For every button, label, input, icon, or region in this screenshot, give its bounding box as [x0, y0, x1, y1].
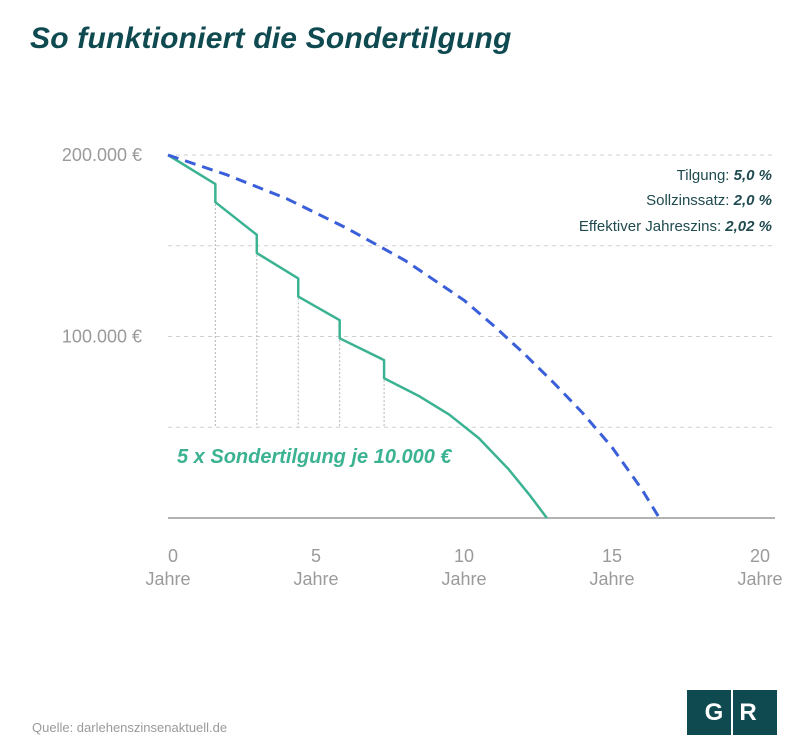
y-tick-label: 200.000 € — [62, 145, 142, 165]
sollzins-annotation: Sollzinssatz: 2,0 % — [646, 192, 772, 209]
y-tick-layer: 100.000 € 200.000 € — [62, 145, 142, 347]
series-layer — [167, 153, 661, 519]
x-tick-label: 0 — [168, 546, 178, 566]
x-unit-label: Jahre — [145, 569, 190, 589]
x-unit-label: Jahre — [293, 569, 338, 589]
series-line-without-sondertilgung — [167, 153, 661, 519]
source-note: Quelle: darlehenszinsenaktuell.de — [32, 720, 228, 735]
x-tick-label: 20 — [750, 546, 770, 566]
gr-logo: G R — [687, 690, 777, 735]
y-tick-label: 100.000 € — [62, 327, 142, 347]
sondertilgung-label: 5 x Sondertilgung je 10.000 € — [177, 446, 452, 468]
x-tick-label: 15 — [602, 546, 622, 566]
x-tick-layer: 0 Jahre 5 Jahre 10 Jahre 15 Jahre 20 Jahre — [145, 546, 782, 589]
logo-divider — [731, 690, 733, 735]
tilgung-annotation: Tilgung: 5,0 % — [677, 167, 772, 184]
grid-layer — [168, 154, 775, 428]
x-tick-label: 10 — [454, 546, 474, 566]
effektivzins-annotation: Effektiver Jahreszins: 2,02 % — [579, 218, 772, 235]
sondertilgung-marker-layer — [214, 184, 385, 428]
chart-title: So funktioniert die Sondertilgung — [30, 22, 512, 55]
series-line-with-sondertilgung — [167, 153, 548, 519]
logo-letter-r: R — [739, 698, 759, 726]
logo-letter-g: G — [704, 698, 726, 726]
x-unit-label: Jahre — [737, 569, 782, 589]
chart-area: 100.000 € 200.000 € 0 Jahre 5 Jahre 10 Jahre 15… — [62, 145, 783, 589]
x-unit-label: Jahre — [441, 569, 486, 589]
x-tick-label: 5 — [311, 546, 321, 566]
x-unit-label: Jahre — [589, 569, 634, 589]
